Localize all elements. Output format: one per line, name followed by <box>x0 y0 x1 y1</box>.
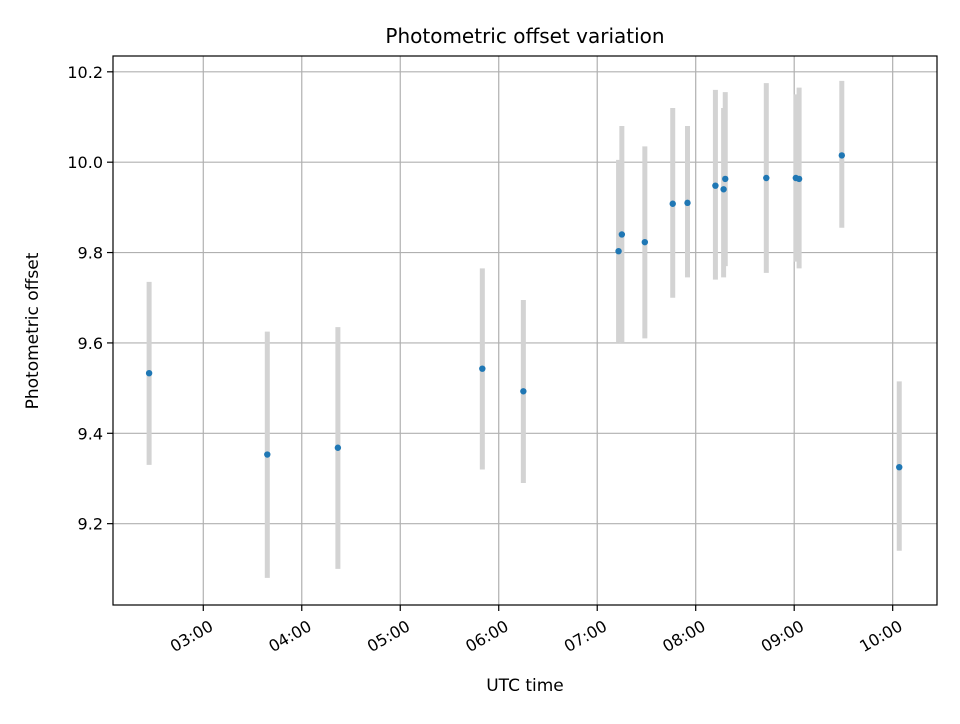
data-point <box>145 370 153 377</box>
data-point <box>763 174 770 182</box>
data-point <box>669 200 676 207</box>
data-point <box>615 248 622 255</box>
data-point <box>722 175 729 183</box>
y-axis-title: Photometric offset <box>23 252 43 409</box>
data-point <box>795 175 803 183</box>
data-point <box>520 388 527 395</box>
y-tick-label: 10.2 <box>67 63 103 82</box>
data-point <box>479 365 486 372</box>
data-point <box>334 444 342 451</box>
chart-title: Photometric offset variation <box>385 24 664 48</box>
y-tick-label: 9.4 <box>78 424 103 443</box>
data-point <box>720 186 727 193</box>
data-point <box>641 238 649 246</box>
y-tick-label: 9.6 <box>78 334 103 353</box>
data-point <box>838 152 845 159</box>
data-point <box>618 231 626 238</box>
y-tick-label: 10.0 <box>67 153 103 172</box>
y-tick-label: 9.2 <box>78 515 103 534</box>
x-axis-title: UTC time <box>486 676 564 696</box>
data-point <box>264 451 271 458</box>
y-tick-label: 9.8 <box>78 244 103 263</box>
data-point <box>896 463 903 471</box>
point-layer <box>145 152 903 471</box>
data-point <box>712 182 719 189</box>
plot-area-frame <box>112 55 938 606</box>
data-point <box>684 199 691 207</box>
